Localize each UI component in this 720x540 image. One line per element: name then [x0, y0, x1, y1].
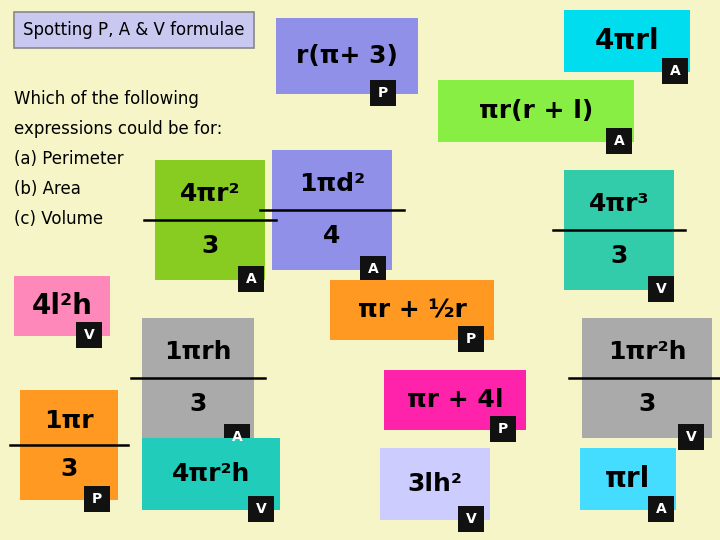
FancyBboxPatch shape [20, 390, 118, 500]
FancyBboxPatch shape [490, 416, 516, 442]
Text: (c) Volume: (c) Volume [14, 210, 103, 228]
Text: 4πrl: 4πrl [595, 27, 660, 55]
Text: πr(r + l): πr(r + l) [479, 99, 593, 123]
FancyBboxPatch shape [238, 266, 264, 292]
Text: 4πr²h: 4πr²h [172, 462, 250, 486]
FancyBboxPatch shape [678, 424, 704, 450]
Text: πrl: πrl [606, 465, 651, 493]
FancyBboxPatch shape [84, 486, 110, 512]
Text: A: A [656, 502, 667, 516]
FancyBboxPatch shape [370, 80, 396, 106]
Text: πr + ½r: πr + ½r [358, 298, 467, 322]
FancyBboxPatch shape [142, 318, 254, 438]
FancyBboxPatch shape [14, 12, 254, 48]
Text: Which of the following: Which of the following [14, 90, 199, 108]
Text: 4πr²: 4πr² [180, 181, 240, 206]
Text: expressions could be for:: expressions could be for: [14, 120, 222, 138]
Text: r(π+ 3): r(π+ 3) [296, 44, 398, 68]
Text: (b) Area: (b) Area [14, 180, 81, 198]
Text: 3: 3 [611, 245, 628, 268]
Text: V: V [256, 502, 266, 516]
FancyBboxPatch shape [662, 58, 688, 84]
FancyBboxPatch shape [76, 322, 102, 348]
FancyBboxPatch shape [330, 280, 494, 340]
FancyBboxPatch shape [14, 276, 110, 336]
Text: 4l²h: 4l²h [32, 292, 92, 320]
FancyBboxPatch shape [272, 150, 392, 270]
Text: 1πrh: 1πrh [164, 340, 232, 363]
Text: P: P [498, 422, 508, 436]
FancyBboxPatch shape [606, 128, 632, 154]
FancyBboxPatch shape [458, 326, 484, 352]
Text: 4πr³: 4πr³ [589, 192, 649, 215]
Text: πr + 4l: πr + 4l [407, 388, 503, 412]
FancyBboxPatch shape [582, 318, 712, 438]
Text: 4: 4 [323, 225, 341, 248]
Text: A: A [368, 262, 379, 276]
Text: P: P [378, 86, 388, 100]
Text: V: V [466, 512, 477, 526]
Text: 1πr: 1πr [44, 409, 94, 433]
Text: 3: 3 [60, 457, 78, 481]
FancyBboxPatch shape [648, 276, 674, 302]
Text: V: V [84, 328, 94, 342]
Text: 3lh²: 3lh² [408, 472, 462, 496]
Text: A: A [613, 134, 624, 148]
Text: A: A [670, 64, 680, 78]
Text: V: V [685, 430, 696, 444]
FancyBboxPatch shape [648, 496, 674, 522]
FancyBboxPatch shape [248, 496, 274, 522]
FancyBboxPatch shape [580, 448, 676, 510]
FancyBboxPatch shape [142, 438, 280, 510]
Text: (a) Perimeter: (a) Perimeter [14, 150, 124, 168]
Text: 3: 3 [202, 234, 219, 259]
Text: 3: 3 [639, 393, 656, 416]
FancyBboxPatch shape [380, 448, 490, 520]
FancyBboxPatch shape [276, 18, 418, 94]
FancyBboxPatch shape [564, 170, 674, 290]
FancyBboxPatch shape [360, 256, 386, 282]
Text: P: P [466, 332, 476, 346]
Text: P: P [92, 492, 102, 506]
FancyBboxPatch shape [155, 160, 265, 280]
Text: A: A [246, 272, 256, 286]
FancyBboxPatch shape [384, 370, 526, 430]
Text: 3: 3 [189, 393, 207, 416]
Text: 1πd²: 1πd² [299, 172, 365, 195]
Text: Spotting P, A & V formulae: Spotting P, A & V formulae [23, 21, 245, 39]
Text: V: V [656, 282, 667, 296]
FancyBboxPatch shape [224, 424, 250, 450]
FancyBboxPatch shape [458, 506, 484, 532]
FancyBboxPatch shape [438, 80, 634, 142]
Text: A: A [232, 430, 243, 444]
Text: 1πr²h: 1πr²h [608, 340, 686, 363]
FancyBboxPatch shape [564, 10, 690, 72]
